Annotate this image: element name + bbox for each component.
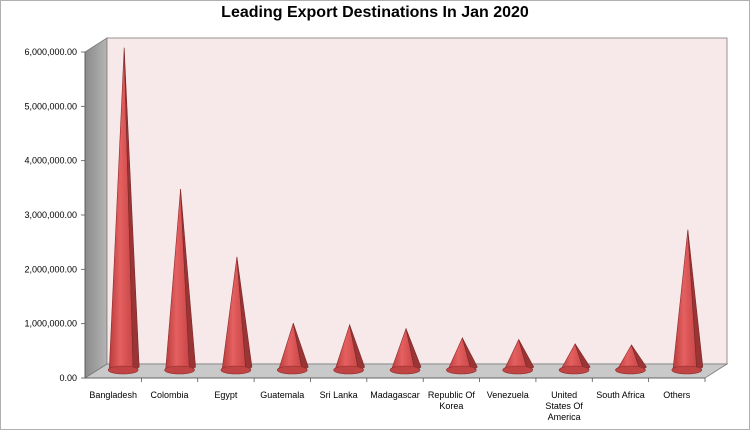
bar-cone-base bbox=[389, 365, 421, 375]
y-tick-label: 0.00 bbox=[59, 373, 77, 383]
bar-cone-base bbox=[276, 365, 308, 375]
bar-cone bbox=[446, 336, 478, 375]
bar-cone-base bbox=[333, 365, 364, 375]
bar-cone-base bbox=[558, 365, 590, 375]
bar-cone bbox=[164, 188, 196, 375]
x-tick-label: Egypt bbox=[214, 390, 238, 400]
chart-title: Leading Export Destinations In Jan 2020 bbox=[221, 4, 529, 21]
x-tick-label: South Africa bbox=[596, 390, 645, 400]
y-tick-label: 4,000,000.00 bbox=[24, 156, 77, 166]
bar-cone bbox=[107, 47, 140, 375]
x-tick-label: United States Of America bbox=[545, 390, 583, 422]
x-tick-label: Republic Of Korea bbox=[428, 390, 476, 411]
x-tick-label: Sri Lanka bbox=[320, 390, 358, 400]
x-tick-label: Guatemala bbox=[260, 390, 304, 400]
bar-cone bbox=[389, 327, 422, 375]
bar-cone-base bbox=[615, 365, 646, 375]
x-tick-label: Venezuela bbox=[487, 390, 529, 400]
back-wall bbox=[106, 37, 728, 365]
y-tick-label: 5,000,000.00 bbox=[24, 101, 77, 111]
bar-cone bbox=[333, 323, 365, 375]
y-tick-label: 3,000,000.00 bbox=[24, 210, 77, 220]
x-tick-label: Bangladesh bbox=[89, 390, 137, 400]
left-wall bbox=[84, 37, 108, 379]
bar-cone bbox=[558, 343, 591, 375]
bar-cone-base bbox=[220, 365, 252, 375]
y-tick-label: 6,000,000.00 bbox=[24, 47, 77, 57]
bar-cone-base bbox=[446, 365, 477, 375]
x-tick-label: Madagascar bbox=[370, 390, 420, 400]
x-tick-label: Colombia bbox=[151, 390, 189, 400]
bar-cone-base bbox=[671, 365, 703, 375]
y-tick-label: 1,000,000.00 bbox=[24, 319, 77, 329]
bar-cone bbox=[615, 344, 647, 375]
bar-cone bbox=[220, 256, 253, 375]
bar-cone bbox=[502, 338, 535, 375]
bar-cone-base bbox=[502, 365, 534, 375]
bar-cone-base bbox=[107, 365, 139, 375]
bar-cone bbox=[671, 229, 704, 375]
bar-cone bbox=[276, 323, 309, 375]
y-tick-label: 2,000,000.00 bbox=[24, 264, 77, 274]
bar-cone-base bbox=[164, 365, 195, 375]
x-tick-label: Others bbox=[663, 390, 691, 400]
